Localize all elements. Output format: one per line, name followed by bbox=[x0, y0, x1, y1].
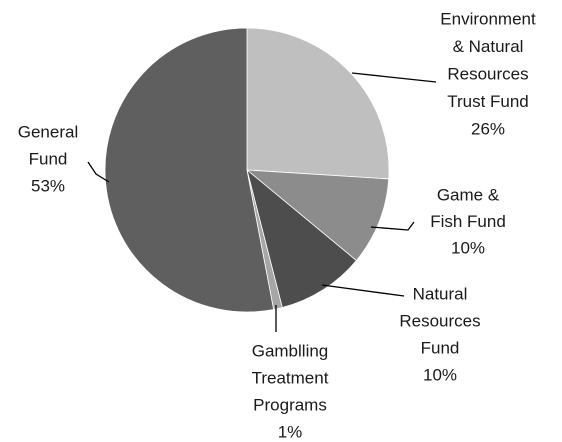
value-label: 10% bbox=[423, 365, 457, 384]
value-label: 26% bbox=[471, 119, 505, 138]
leader-line bbox=[321, 284, 405, 297]
slice-label: Fund bbox=[29, 149, 68, 168]
value-label: 53% bbox=[31, 176, 65, 195]
pie-slice bbox=[245, 169, 390, 262]
slice-label: Game & bbox=[437, 185, 500, 204]
slice-label: Treatment bbox=[252, 368, 329, 387]
slice-label: Fund bbox=[421, 338, 460, 357]
leader-line bbox=[370, 221, 415, 231]
slice-label: Trust Fund bbox=[447, 92, 529, 111]
slice-label: General bbox=[18, 122, 78, 141]
leader-line bbox=[351, 72, 437, 83]
slice-label: Gamblling bbox=[252, 341, 329, 360]
pie-slice bbox=[104, 27, 275, 313]
value-label: 1% bbox=[278, 422, 303, 441]
slice-label: Resources bbox=[399, 311, 480, 330]
slice-label: Natural bbox=[413, 284, 468, 303]
slice-label: Programs bbox=[253, 395, 327, 414]
pie-slice bbox=[246, 168, 357, 309]
slice-label: & Natural bbox=[453, 37, 524, 56]
value-label: 10% bbox=[451, 238, 485, 257]
slice-label: Fish Fund bbox=[430, 212, 506, 231]
slice-label: Resources bbox=[447, 64, 528, 83]
pie-slice bbox=[246, 27, 390, 180]
slice-label: Environment bbox=[440, 9, 536, 28]
leader-line bbox=[87, 161, 110, 183]
